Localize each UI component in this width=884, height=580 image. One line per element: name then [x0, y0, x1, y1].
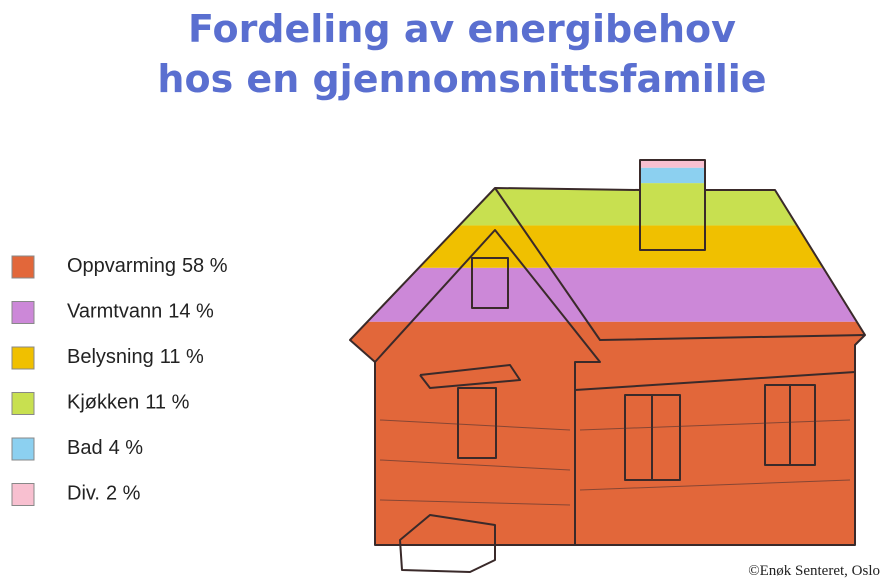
chart-title: hos en gjennomsnittsfamilie — [157, 57, 766, 101]
legend-value: 11 % — [160, 346, 204, 368]
legend-name: Varmtvann — [67, 301, 162, 323]
legend-swatch — [11, 346, 35, 370]
legend-label: Varmtvann 14 % — [67, 301, 214, 323]
legend-swatch — [11, 483, 35, 506]
energy-band — [350, 167, 865, 184]
energy-band — [350, 225, 865, 268]
legend-name: Oppvarming — [67, 255, 176, 277]
house-outline — [349, 159, 866, 573]
legend-name: Belysning — [67, 346, 154, 368]
legend-label: Oppvarming 58 % — [67, 255, 228, 277]
legend-label: Bad 4 % — [67, 437, 143, 459]
legend-label: Kjøkken 11 % — [67, 392, 190, 414]
legend-swatch — [11, 392, 35, 415]
legend-swatch — [11, 437, 35, 461]
source: ©Enøk Senteret, Oslo — [748, 563, 880, 579]
legend-value: 2 % — [106, 483, 141, 505]
legend-swatch — [11, 301, 35, 324]
legend-label: Belysning 11 % — [67, 346, 204, 368]
energy-band — [350, 321, 865, 545]
legend-swatch — [11, 255, 35, 279]
legend-label: Div. 2 % — [67, 483, 141, 505]
legend-value: 4 % — [109, 437, 144, 459]
legend-name: Div. — [67, 483, 100, 505]
legend-name: Bad — [67, 437, 103, 459]
legend: Oppvarming 58 % Varmtvann 14 % Belysning 11 %… — [11, 255, 228, 506]
legend-value: 11 % — [145, 392, 189, 414]
house-bands — [350, 160, 865, 545]
chart-title: Fordeling av energibehov — [188, 7, 736, 51]
energy-band — [350, 160, 865, 168]
legend-value: 58 % — [182, 255, 228, 277]
legend-name: Kjøkken — [67, 392, 139, 414]
legend-value: 14 % — [168, 301, 214, 323]
